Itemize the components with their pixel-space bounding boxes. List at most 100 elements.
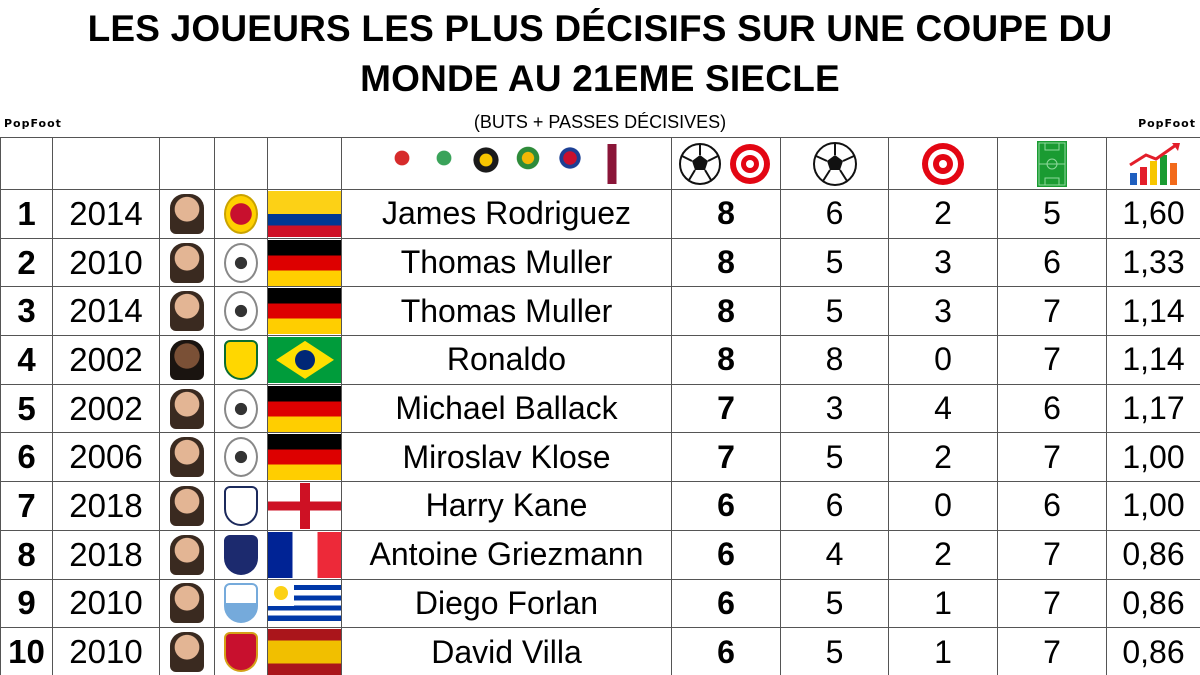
subtitle: (BUTS + PASSES DÉCISIVES) <box>473 112 727 132</box>
brand-logo-right: PopFoot <box>1138 117 1196 130</box>
table-row: 3 2014 Thomas Muller 8 5 3 7 1,14 <box>0 286 1200 337</box>
total-cell: 6 <box>671 529 781 580</box>
goals-cell: 5 <box>780 432 889 483</box>
colombia-flag-icon <box>268 190 341 237</box>
header-total <box>671 137 781 190</box>
flag-cell <box>267 481 342 531</box>
photo-cell <box>159 335 215 385</box>
ratio-cell: 1,14 <box>1106 335 1200 385</box>
matches-cell: 7 <box>997 578 1107 629</box>
rank-cell: 7 <box>0 481 53 531</box>
page-title: LES JOUEURS LES PLUS DÉCISIFS SUR UNE CO… <box>0 4 1200 104</box>
assists-cell: 2 <box>888 432 998 483</box>
total-cell: 6 <box>671 578 781 629</box>
goals-cell: 6 <box>780 481 889 531</box>
matches-cell: 5 <box>997 189 1107 239</box>
matches-cell: 7 <box>997 286 1107 337</box>
total-cell: 6 <box>671 627 781 675</box>
flag-cell <box>267 286 342 337</box>
germany-crest-icon <box>224 388 258 429</box>
rank-cell: 2 <box>0 237 53 288</box>
matches-cell: 7 <box>997 529 1107 580</box>
germany-flag-icon <box>268 239 341 286</box>
table-row: 5 2002 Michael Ballack 7 3 4 6 1,17 <box>0 383 1200 434</box>
table-row: 9 2010 Diego Forlan 6 5 1 7 0,86 <box>0 578 1200 629</box>
year-cell: 2018 <box>52 481 160 531</box>
goals-cell: 6 <box>780 189 889 239</box>
brazil-crest-icon <box>224 339 258 380</box>
goals-cell: 8 <box>780 335 889 385</box>
bar-chart-growth-icon <box>1128 142 1180 185</box>
flag-cell <box>267 189 342 239</box>
player-photo <box>170 339 204 380</box>
assists-cell: 0 <box>888 481 998 531</box>
player-photo <box>170 242 204 283</box>
photo-cell <box>159 529 215 580</box>
flag-cell <box>267 432 342 483</box>
photo-cell <box>159 432 215 483</box>
total-cell: 8 <box>671 335 781 385</box>
germany-crest-icon <box>224 291 258 332</box>
photo-cell <box>159 286 215 337</box>
table-row: 7 2018 Harry Kane 6 6 0 6 1,00 <box>0 481 1200 531</box>
table-row: 1 2014 James Rodriguez 8 6 2 5 1,60 <box>0 189 1200 239</box>
spain-crest-icon <box>224 632 258 673</box>
germany-crest-icon <box>224 242 258 283</box>
crest-cell <box>214 237 268 288</box>
assists-cell: 2 <box>888 529 998 580</box>
rank-cell: 10 <box>0 627 53 675</box>
assists-cell: 1 <box>888 627 998 675</box>
rank-cell: 1 <box>0 189 53 239</box>
world-cup-logos-icon <box>343 139 671 189</box>
player-photo <box>170 291 204 332</box>
wc2010-logo-icon <box>466 143 505 184</box>
assists-cell: 0 <box>888 335 998 385</box>
photo-cell <box>159 481 215 531</box>
matches-cell: 6 <box>997 481 1107 531</box>
goals-cell: 4 <box>780 529 889 580</box>
matches-cell: 7 <box>997 627 1107 675</box>
spain-flag-icon <box>268 629 341 675</box>
header-assists <box>888 137 998 190</box>
ratio-cell: 1,00 <box>1106 432 1200 483</box>
ratio-cell: 0,86 <box>1106 627 1200 675</box>
crest-cell <box>214 481 268 531</box>
flag-cell <box>267 529 342 580</box>
rank-cell: 6 <box>0 432 53 483</box>
crest-cell <box>214 529 268 580</box>
target-icon <box>922 142 964 185</box>
player-name-cell: James Rodriguez <box>341 189 672 239</box>
player-name-cell: Antoine Griezmann <box>341 529 672 580</box>
header-photo <box>159 137 215 190</box>
header-matches <box>997 137 1107 190</box>
total-cell: 6 <box>671 481 781 531</box>
england-flag-icon <box>268 482 341 529</box>
year-cell: 2018 <box>52 529 160 580</box>
header-row <box>0 137 1200 190</box>
wc2014-logo-icon <box>508 143 547 184</box>
goals-cell: 3 <box>780 383 889 434</box>
ratio-cell: 0,86 <box>1106 529 1200 580</box>
flag-cell <box>267 335 342 385</box>
goals-cell: 5 <box>780 286 889 337</box>
photo-cell <box>159 189 215 239</box>
year-cell: 2006 <box>52 432 160 483</box>
player-photo <box>170 485 204 526</box>
crest-cell <box>214 286 268 337</box>
total-cell: 7 <box>671 432 781 483</box>
title-line-2: MONDE AU 21EME SIECLE <box>360 58 840 99</box>
player-photo <box>170 534 204 575</box>
ratio-cell: 1,00 <box>1106 481 1200 531</box>
photo-cell <box>159 578 215 629</box>
flag-cell <box>267 578 342 629</box>
rank-cell: 4 <box>0 335 53 385</box>
germany-flag-icon <box>268 434 341 481</box>
player-photo <box>170 193 204 234</box>
ratio-cell: 1,17 <box>1106 383 1200 434</box>
player-name-cell: Harry Kane <box>341 481 672 531</box>
ranking-table: 1 2014 James Rodriguez 8 6 2 5 1,60 2 2010 Thomas … <box>0 137 1200 675</box>
matches-cell: 6 <box>997 237 1107 288</box>
uruguay-flag-icon <box>268 580 341 627</box>
total-cell: 8 <box>671 286 781 337</box>
header-tournaments <box>341 137 672 190</box>
